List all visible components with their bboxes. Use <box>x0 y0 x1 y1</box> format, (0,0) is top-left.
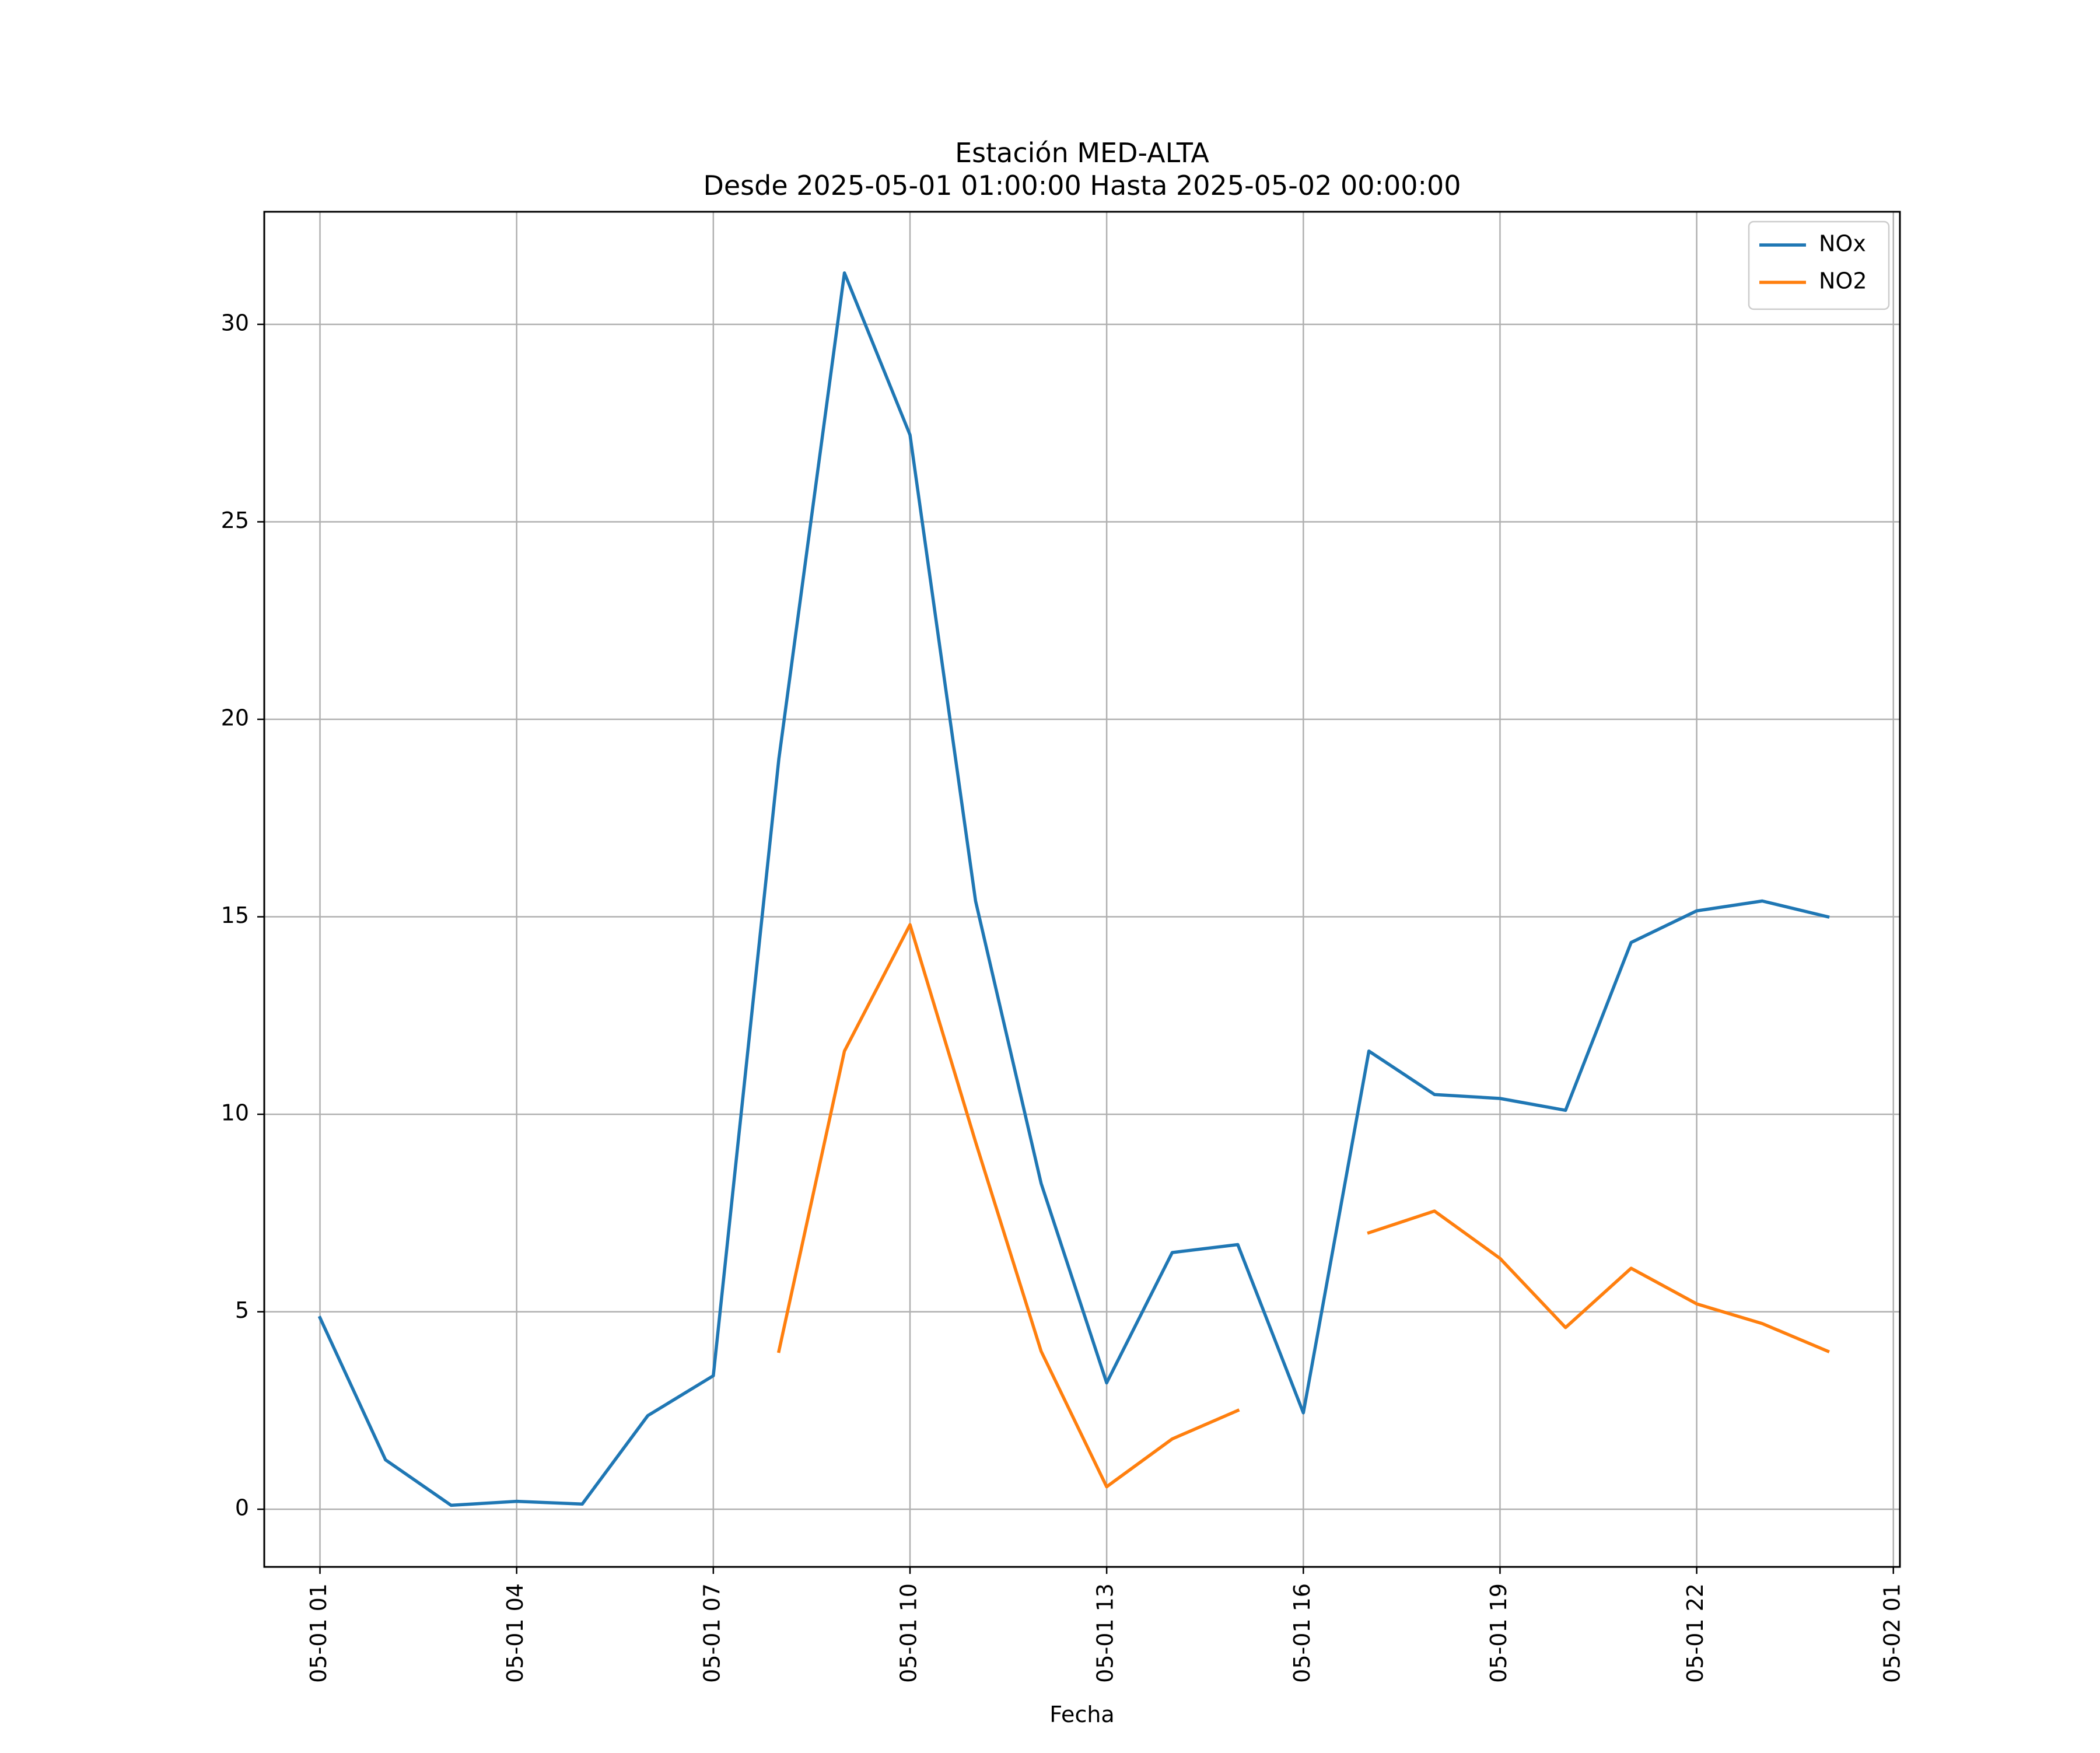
y-tick-label: 30 <box>221 310 249 335</box>
x-tick-label: 05-02 01 <box>1879 1583 1905 1683</box>
x-tick-label: 05-01 07 <box>699 1583 724 1683</box>
y-tick-label: 25 <box>221 508 249 533</box>
y-tick-label: 10 <box>221 1100 249 1126</box>
legend-label-no2: NO2 <box>1819 268 1867 294</box>
y-tick-label: 5 <box>235 1297 249 1323</box>
x-tick-label: 05-01 13 <box>1093 1583 1118 1683</box>
x-tick-label: 05-01 19 <box>1486 1583 1511 1683</box>
x-tick-label: 05-01 04 <box>502 1583 528 1683</box>
x-axis-label: Fecha <box>1049 1702 1114 1727</box>
y-tick-label: 0 <box>235 1495 249 1521</box>
y-tick-label: 15 <box>221 902 249 928</box>
chart-title: Estación MED-ALTA <box>955 137 1209 169</box>
y-axis: 0 5 10 15 20 25 30 <box>221 310 264 1521</box>
series-line-nox <box>317 271 1830 1507</box>
x-tick-label: 05-01 10 <box>895 1583 921 1683</box>
plot-frame <box>263 211 1901 1568</box>
y-tick-label: 20 <box>221 705 249 731</box>
legend: NOx NO2 <box>1748 221 1890 310</box>
chart-subtitle: Desde 2025-05-01 01:00:00 Hasta 2025-05-… <box>703 170 1461 201</box>
x-axis: 05-01 01 05-01 04 05-01 07 05-01 10 05-01 13… <box>306 1567 1905 1683</box>
x-tick-label: 05-01 16 <box>1289 1583 1315 1683</box>
x-tick-label: 05-01 01 <box>306 1583 331 1683</box>
x-tick-label: 05-01 22 <box>1682 1583 1708 1683</box>
legend-label-nox: NOx <box>1819 231 1866 257</box>
series-line-no2 <box>776 923 1831 1489</box>
series-lines <box>317 271 1831 1507</box>
